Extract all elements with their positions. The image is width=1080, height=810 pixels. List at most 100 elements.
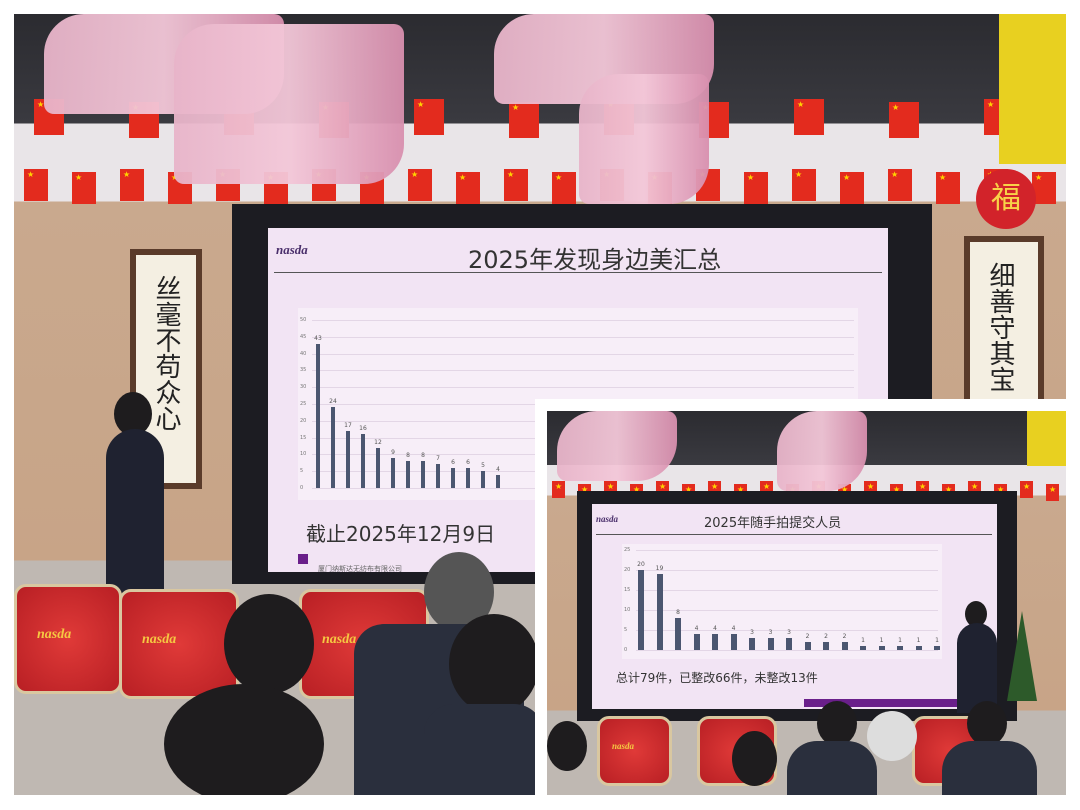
bar-value-label: 4 <box>496 465 500 473</box>
yellow-ribbon <box>999 14 1066 164</box>
bar-value-label: 6 <box>451 458 455 466</box>
bar <box>749 638 755 650</box>
drum: nasda <box>119 589 239 699</box>
audience-member <box>942 741 1037 795</box>
flag <box>840 172 864 204</box>
flag <box>936 172 960 204</box>
nasda-logo: nasda <box>596 514 619 524</box>
flag <box>1020 481 1033 498</box>
bar-value-label: 19 <box>655 565 664 572</box>
y-tick-label: 20 <box>300 417 307 424</box>
bar <box>934 646 940 650</box>
flag <box>408 169 432 201</box>
slide-caption: 总计79件，已整改66件，未整改13件 <box>616 671 818 685</box>
audience-head <box>224 594 314 694</box>
bar-value-label: 1 <box>861 637 865 644</box>
bar-value-label: 1 <box>898 637 902 644</box>
drum: nasda <box>14 584 122 694</box>
audience-member <box>787 741 877 795</box>
flag <box>504 169 528 201</box>
bar <box>436 464 440 488</box>
fu-decoration: 福 <box>976 169 1036 229</box>
bar <box>331 407 335 488</box>
y-tick-label: 5 <box>624 627 628 633</box>
bar <box>767 638 774 650</box>
flag <box>889 102 919 138</box>
gridline <box>636 590 938 591</box>
bar <box>693 634 700 650</box>
bar-value-label: 2 <box>805 633 810 640</box>
gridline <box>636 650 938 651</box>
bar-value-label: 2 <box>842 633 847 640</box>
bar <box>823 642 829 650</box>
gridline <box>636 610 938 611</box>
chart-plot-area: 0 5 10 15 20 25 20 19 8 4 4 4 3 3 3 2 2 2 1 1 1 1 1 <box>622 544 942 659</box>
bar <box>804 642 811 650</box>
bar-value-label: 6 <box>466 458 470 466</box>
audience-head <box>732 731 777 786</box>
audience-head <box>967 701 1007 746</box>
bar-value-label: 3 <box>750 629 754 636</box>
slide-footer: 厦门纳斯达无纺布有限公司 <box>318 565 402 573</box>
bar-value-label: 2 <box>824 633 828 640</box>
yellow-ribbon <box>1027 411 1066 466</box>
y-tick-label: 20 <box>624 567 631 573</box>
presenter <box>957 623 997 713</box>
presenter <box>106 429 164 609</box>
flag <box>1032 172 1056 204</box>
bar-value-label: 8 <box>406 452 410 460</box>
bar <box>346 430 350 488</box>
bar-value-label: 4 <box>731 625 736 632</box>
title-rule <box>596 534 992 535</box>
bar-value-label: 3 <box>787 629 791 636</box>
inset-photo: nasda 2025年随手拍提交人员 0 5 10 15 20 25 20 19 8 4 4 4 3 3 3… <box>535 399 1066 795</box>
nasda-logo: nasda <box>276 242 308 257</box>
gridline <box>312 387 854 389</box>
inset-slide: nasda 2025年随手拍提交人员 0 5 10 15 20 25 20 19 8 4 4 4 3 3 3… <box>592 504 997 709</box>
bar-value-label: 1 <box>935 637 939 644</box>
flag <box>24 169 48 201</box>
flag <box>888 169 912 201</box>
audience-member <box>424 704 544 795</box>
bar <box>786 638 792 650</box>
presenter-head <box>114 392 152 436</box>
pink-ribbon <box>579 74 709 204</box>
flag <box>744 172 768 204</box>
bar <box>421 461 425 488</box>
flag <box>792 169 816 201</box>
gridline <box>636 550 938 551</box>
audience-head <box>449 614 539 714</box>
inset-photo-content: nasda 2025年随手拍提交人员 0 5 10 15 20 25 20 19 8 4 4 4 3 3 3… <box>547 411 1066 795</box>
y-tick-label: 0 <box>624 647 628 653</box>
gridline <box>312 353 854 355</box>
flag <box>552 172 576 204</box>
y-tick-label: 50 <box>300 317 307 323</box>
bar <box>481 471 485 488</box>
bar <box>878 646 885 650</box>
bar <box>860 646 866 650</box>
bar <box>675 618 681 650</box>
bar <box>316 343 320 488</box>
pink-ribbon <box>777 411 867 491</box>
bar-value-label: 24 <box>329 398 337 406</box>
flag <box>509 102 539 138</box>
bar-value-label: 1 <box>879 637 884 644</box>
y-tick-label: 0 <box>300 485 304 491</box>
flag <box>72 172 96 204</box>
bar <box>451 467 455 488</box>
slide-title: 2025年发现身边美汇总 <box>468 246 722 274</box>
bar-value-label: 8 <box>421 452 425 460</box>
bar-value-label: 3 <box>768 629 773 636</box>
slide-title: 2025年随手拍提交人员 <box>704 516 842 531</box>
audience-head <box>547 721 587 771</box>
audience-head <box>817 701 857 746</box>
pink-ribbon <box>174 24 404 184</box>
bar-value-label: 9 <box>391 448 395 456</box>
pink-ribbon <box>557 411 677 481</box>
bar <box>376 447 380 488</box>
slide-caption: 截止2025年12月9日 <box>306 522 496 546</box>
gridline <box>636 630 938 631</box>
y-tick-label: 25 <box>624 547 631 553</box>
bar <box>841 642 848 650</box>
purple-banner <box>804 699 994 707</box>
